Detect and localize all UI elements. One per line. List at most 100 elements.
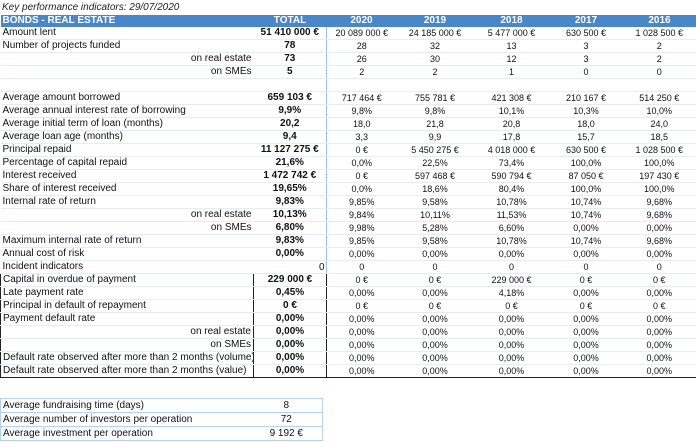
row-year-value: 0 € [549, 299, 623, 313]
row-year-value: 0,00% [549, 325, 623, 339]
row-year-value: 0 € [396, 273, 474, 287]
row-year-value: 0 [326, 260, 397, 274]
row-total: 0,00% [253, 364, 327, 378]
row-year-value: 0,00% [549, 247, 623, 261]
row-year-value: 9,9 [396, 130, 474, 144]
row-year-value: 0,00% [473, 312, 550, 326]
row-year-value: 9,58% [396, 195, 474, 209]
row-year-value: 5 450 275 € [396, 143, 474, 157]
row-year-value: 9,84% [326, 208, 397, 222]
row-total: 51 410 000 € [253, 27, 327, 40]
row-year-value: 1 028 500 € [622, 27, 696, 40]
row-total: 0,45% [253, 286, 327, 300]
row-year-value: 11,53% [473, 208, 550, 222]
row-year-value: 9,68% [622, 208, 696, 222]
row-year-value: 24,0 [622, 117, 696, 131]
row-total: 9,83% [253, 234, 327, 248]
row-year-value: 2 [326, 65, 397, 79]
row-year-value: 100,0% [549, 182, 623, 196]
row-total: 73 [253, 52, 327, 66]
row-year-value: 4 018 000 € [473, 143, 550, 157]
table-row: on real estate 0,00% 0,00% 0,00% 0,00% 0,00% 0… [0, 325, 696, 339]
row-year-value: 590 794 € [473, 169, 550, 183]
row-year-value: 0,00% [396, 364, 474, 378]
row-year-value: 100,0% [622, 182, 696, 196]
row-year-value: 0 € [622, 273, 696, 287]
row-year-value: 0,00% [396, 351, 474, 365]
row-year-value: 30 [396, 52, 474, 66]
row-year-value: 0,00% [473, 351, 550, 365]
row-label: Amount lent [0, 27, 254, 40]
row-total: 9,9% [253, 104, 327, 118]
row-year-value: 0,0% [326, 156, 397, 170]
row-year-value: 0,00% [326, 247, 397, 261]
row-year-value: 12 [473, 52, 550, 66]
table-row: Average annual interest rate of borrowin… [0, 104, 696, 118]
row-sublabel: on real estate [0, 52, 254, 66]
row-year-value: 9,58% [396, 234, 474, 248]
row-year-value: 3 [549, 39, 623, 53]
row-year-value: 0 [549, 260, 623, 274]
row-year-value: 1 028 500 € [622, 143, 696, 157]
row-year-value: 9,8% [396, 104, 474, 118]
row-total: 78 [253, 39, 327, 53]
table-row: Payment default rate 0,00% 0,00% 0,00% 0,00%… [0, 312, 696, 326]
row-year-value: 9,68% [622, 195, 696, 209]
table-row: on SMEs 0,00% 0,00% 0,00% 0,00% 0,00% 0,00% [0, 338, 696, 352]
row-year-value: 0 [549, 65, 623, 79]
row-year-value: 0,00% [622, 312, 696, 326]
row-year-value: 87 050 € [549, 169, 623, 183]
table-row: Capital in overdue of payment 229 000 €0 … [0, 273, 696, 287]
table-row: Number of projects funded 78 28 32 13 3 2 [0, 39, 696, 53]
row-year-value: 10,0% [622, 104, 696, 118]
table-row: Internal rate of return 9,83% 9,85% 9,58% 10… [0, 195, 696, 209]
row-year-value: 0,00% [396, 325, 474, 339]
incident-flag: 0 [319, 262, 325, 273]
row-year-value: 0,00% [549, 338, 623, 352]
row-total: 229 000 € [253, 273, 327, 287]
row-year-value: 100,0% [622, 156, 696, 170]
row-year-value: 15,7 [549, 130, 623, 144]
row-year-value: 0,00% [473, 364, 550, 378]
row-total [253, 260, 327, 274]
summary-value: 8 [250, 398, 323, 413]
row-sublabel: on real estate [0, 325, 254, 339]
row-label: Default rate observed after more than 2 … [0, 364, 254, 378]
row-label: Interest received [0, 169, 254, 183]
row-year-value: 0,00% [622, 247, 696, 261]
header-year: 2017 [549, 15, 623, 27]
row-sublabel: on SMEs [0, 338, 254, 352]
header-total: TOTAL [253, 15, 327, 27]
row-total: 10,13% [253, 208, 327, 222]
row-year-value: 0,00% [326, 286, 397, 300]
row-year-value: 0 € [396, 299, 474, 313]
row-year-value: 630 500 € [549, 143, 623, 157]
row-year-value: 0,00% [396, 247, 474, 261]
summary-table: Average fundraising time (days) 8 Averag… [0, 398, 323, 441]
row-total: 0,00% [253, 312, 327, 326]
row-year-value: 3,3 [326, 130, 397, 144]
row-year-value: 0 € [326, 299, 397, 313]
table-row: Percentage of capital repaid 21,6% 0,0% 22,… [0, 156, 696, 170]
row-year-value: 26 [326, 52, 397, 66]
header-year: 2018 [473, 15, 550, 27]
row-year-value: 17,8 [473, 130, 550, 144]
row-year-value: 18,0 [326, 117, 397, 131]
summary-value: 9 192 € [250, 426, 323, 441]
row-total: 11 127 275 € [253, 143, 327, 157]
row-label: Percentage of capital repaid [0, 156, 254, 170]
table-row: Maximum internal rate of return 9,83% 9,85… [0, 234, 696, 248]
row-label: Average initial term of loan (months) [0, 117, 254, 131]
table-row: Default rate observed after more than 2 … [0, 351, 696, 365]
row-label: Number of projects funded [0, 39, 254, 53]
row-year-value: 18,0 [549, 117, 623, 131]
row-year-value: 0 € [326, 273, 397, 287]
row-year-value: 0,00% [549, 286, 623, 300]
row-year-value: 80,4% [473, 182, 550, 196]
row-year-value: 9,98% [326, 221, 397, 235]
row-year-value: 100,0% [549, 156, 623, 170]
row-year-value: 0,00% [396, 312, 474, 326]
row-year-value: 0,00% [473, 338, 550, 352]
table-row: on SMEs 6,80% 9,98% 5,28% 6,60% 0,00% 0,00% [0, 221, 696, 235]
row-year-value: 514 250 € [622, 91, 696, 105]
